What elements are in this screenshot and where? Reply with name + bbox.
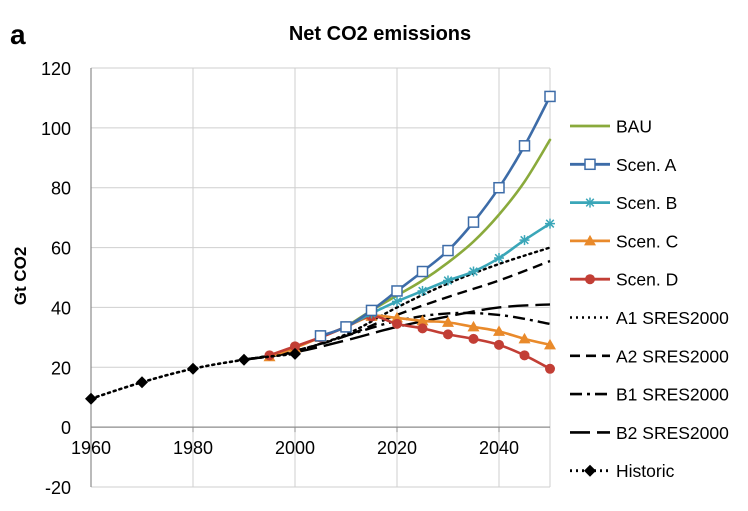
x-tick-label-2040: 2040 [479,438,519,458]
point-scen-a-2015 [365,304,378,317]
y-tick-label-80: 80 [51,179,71,199]
point-scen-c-2050 [544,338,556,350]
legend-item-a1-sres2000: A1 SRES2000 [570,308,729,328]
series-line-scen-c [268,314,552,359]
point-scen-c-2025 [416,314,429,326]
point-scen-d-2040 [494,339,504,350]
legend-label-bau: BAU [616,117,652,137]
point-scen-b-2035 [468,266,479,277]
series-line-bau [344,138,552,329]
legend-marker-scen-b [585,197,595,208]
point-scen-a-2030 [442,244,454,257]
legend-item-historic: Historic [570,461,675,481]
y-tick-label-20: 20 [51,358,71,378]
point-scen-c-2020 [391,311,403,323]
x-tick-label-2000: 2000 [275,438,315,458]
point-historic-1970 [136,376,148,389]
y-axis-label: Gt CO2 [11,247,30,306]
point-scen-d-2000 [290,341,300,352]
series-historic [85,347,301,405]
axes-layer [90,68,550,487]
x-tick-label-2020: 2020 [377,438,417,458]
y-tick-label-60: 60 [51,239,71,259]
legend-item-scen-d: Scen. D [570,270,678,290]
y-tick-label-100: 100 [41,119,71,139]
point-scen-d-2025 [417,323,428,334]
legend-label-b1-sres2000: B1 SRES2000 [616,385,729,405]
chart-title: Net CO2 emissions [289,23,471,45]
legend-item-b1-sres2000: B1 SRES2000 [570,385,729,405]
legend-item-scen-c: Scen. C [570,231,678,251]
point-scen-a-2020 [391,285,403,297]
legend-label-b2-sres2000: B2 SRES2000 [616,423,729,443]
point-scen-a-2045 [518,140,531,152]
x-tick-label-1980: 1980 [173,438,213,458]
point-scen-b-2040 [494,253,504,264]
y-tick-label-120: 120 [41,59,71,79]
series-line-scen-a [319,95,552,338]
series-layer [85,90,556,405]
x-tick-label-1960: 1960 [71,438,111,458]
point-scen-b-2050 [545,218,555,229]
legend-marker-scen-a [584,158,596,171]
legend-label-a1-sres2000: A1 SRES2000 [616,308,729,328]
legend-item-a2-sres2000: A2 SRES2000 [570,346,729,366]
point-scen-d-2050 [545,363,555,374]
grid-layer [90,67,551,488]
point-scen-c-2030 [442,316,454,327]
point-scen-b-2020 [392,296,402,307]
series-scen-a [314,90,556,342]
panel-label: a [10,19,26,50]
legend-item-b2-sres2000: B2 SRES2000 [570,423,729,443]
legend-marker-scen-c [584,234,596,246]
point-scen-c-2035 [467,320,480,332]
point-scen-d-2035 [468,333,479,344]
point-scen-b-2045 [519,235,530,246]
series-line-a1-sres2000 [242,246,552,361]
y-tick-label-0: 0 [61,418,71,438]
legend-marker-scen-d [585,274,595,285]
series-bau [344,138,552,329]
point-scen-b-2025 [417,285,428,296]
series-line-historic [89,352,297,401]
y-tick-label--20: -20 [45,478,71,498]
legend-item-scen-b: Scen. B [570,193,677,213]
series-a1-sres2000 [242,246,552,361]
point-scen-a-2005 [314,330,327,342]
legend-label-a2-sres2000: A2 SRES2000 [616,346,729,366]
point-scen-d-2045 [519,350,530,361]
y-tick-label-40: 40 [51,298,71,318]
legend-label-scen-b: Scen. B [616,193,677,213]
legend-label-scen-a: Scen. A [616,155,677,175]
point-scen-a-2050 [544,90,556,103]
point-historic-1960 [85,392,97,405]
point-scen-a-2040 [493,181,505,194]
point-historic-2000 [289,347,301,360]
series-b2-sres2000 [243,303,551,361]
point-scen-c-2040 [493,325,505,336]
point-scen-a-2010 [340,321,352,333]
point-scen-c-2045 [518,332,531,344]
legend-label-historic: Historic [616,461,675,481]
legend-label-scen-c: Scen. C [616,231,678,251]
series-line-b2-sres2000 [243,303,551,361]
point-scen-d-2030 [443,329,453,340]
series-scen-c [263,310,556,362]
point-scen-b-2030 [443,275,453,286]
point-scen-d-2020 [392,318,402,329]
legend-label-scen-d: Scen. D [616,270,678,290]
point-historic-1990 [238,353,250,366]
legend-item-bau: BAU [570,117,652,137]
legend-item-scen-a: Scen. A [570,155,677,175]
point-scen-a-2035 [467,216,480,228]
point-scen-a-2025 [416,265,429,278]
legend-marker-historic [584,464,596,477]
point-historic-1980 [187,362,199,375]
series-scen-d [264,311,555,374]
legend: BAU Scen. A Scen. B Scen. C Scen. D A1 SRES20… [570,117,729,481]
